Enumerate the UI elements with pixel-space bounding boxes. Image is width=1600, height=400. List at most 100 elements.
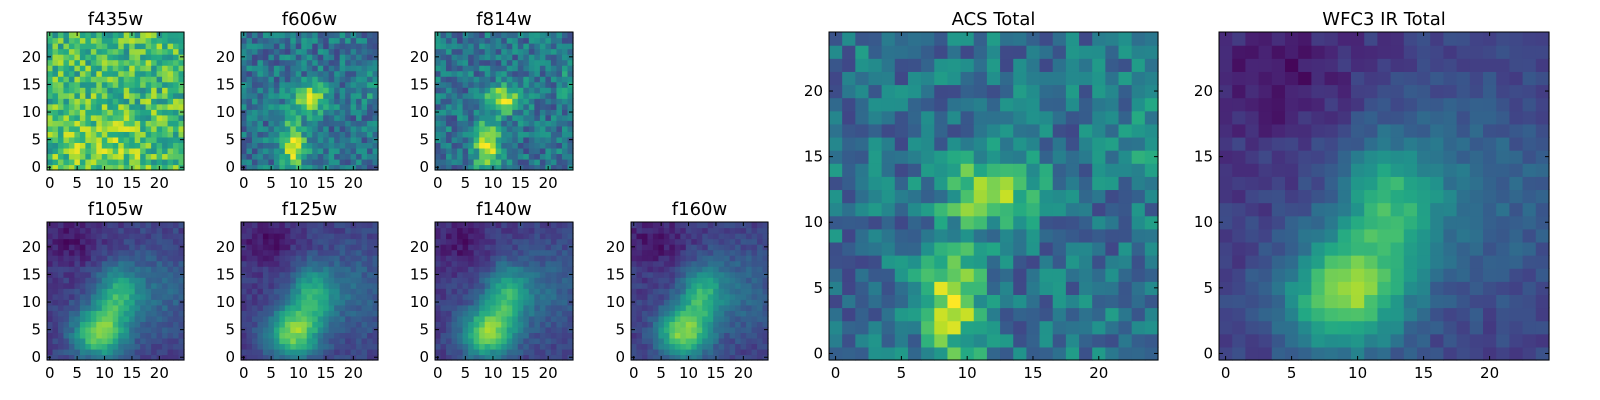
heatmap-cell — [118, 310, 125, 317]
heatmap-cell — [372, 332, 379, 339]
heatmap-cell — [312, 54, 319, 61]
heatmap-cell — [440, 249, 447, 256]
heatmap-cell — [251, 59, 259, 66]
heatmap-cell — [490, 147, 497, 155]
heatmap-cell — [145, 337, 152, 345]
heatmap-cell — [702, 271, 709, 278]
heatmap-cell — [118, 282, 125, 289]
x-tick-label: 20 — [734, 364, 753, 382]
heatmap-cell — [257, 109, 264, 116]
heatmap-cell — [512, 142, 519, 149]
heatmap-cell — [372, 321, 379, 328]
heatmap-cell — [1105, 320, 1120, 335]
heatmap-cell — [680, 271, 687, 278]
heatmap-cell — [479, 131, 486, 138]
heatmap-cell — [367, 244, 374, 251]
heatmap-cell — [457, 98, 464, 105]
heatmap-cell — [52, 299, 59, 306]
heatmap-cell — [550, 332, 558, 339]
heatmap-cell — [295, 59, 302, 66]
heatmap-cell — [57, 114, 65, 121]
heatmap-cell — [484, 326, 491, 333]
heatmap-cell — [57, 222, 65, 229]
heatmap-cell — [68, 260, 75, 267]
heatmap-cell — [685, 227, 692, 234]
heatmap-cell — [295, 255, 302, 262]
heatmap-cell — [691, 255, 698, 262]
heatmap-cell — [484, 337, 491, 345]
heatmap-cell — [446, 153, 453, 160]
heatmap-cell — [85, 54, 92, 61]
heatmap-cell — [47, 70, 54, 77]
heatmap-cell — [257, 158, 264, 166]
heatmap-cell — [301, 158, 308, 166]
heatmap-cell — [251, 158, 259, 166]
heatmap-cell — [484, 354, 491, 361]
heatmap-cell — [973, 215, 988, 230]
heatmap-cell — [468, 255, 475, 262]
heatmap-cell — [257, 238, 264, 245]
heatmap-cell — [140, 48, 147, 55]
heatmap-cell — [567, 59, 574, 66]
heatmap-cell — [273, 37, 280, 44]
axes-frame — [434, 31, 574, 171]
heatmap-cell — [545, 304, 552, 311]
heatmap-cell — [268, 158, 275, 166]
heatmap-cell — [1092, 281, 1106, 295]
heatmap-cell — [1026, 333, 1041, 348]
heatmap-cell — [490, 266, 497, 273]
heatmap-cell — [501, 103, 508, 110]
heatmap-cell — [512, 125, 519, 132]
heatmap-cell — [647, 310, 654, 317]
heatmap-cell — [501, 142, 508, 149]
heatmap-cell — [328, 48, 335, 55]
heatmap-cell — [79, 136, 86, 143]
heatmap-cell — [501, 255, 508, 262]
heatmap-cell — [534, 343, 541, 350]
heatmap-cell — [550, 227, 558, 234]
heatmap-cell — [279, 76, 286, 83]
heatmap-cell — [361, 354, 368, 361]
heatmap-cell — [960, 176, 975, 191]
heatmap-cell — [468, 332, 475, 339]
heatmap-cell — [317, 142, 324, 149]
heatmap-cell — [501, 249, 508, 256]
heatmap-cell — [881, 281, 896, 295]
heatmap-cell — [339, 222, 346, 229]
heatmap-cell — [829, 202, 843, 217]
x-tick-label: 0 — [629, 364, 639, 382]
heatmap-cell — [345, 81, 352, 88]
heatmap-cell — [356, 332, 363, 339]
heatmap-cell — [312, 98, 319, 105]
heatmap-cell — [101, 59, 108, 66]
heatmap-cell — [729, 343, 736, 350]
heatmap-cell — [334, 158, 341, 166]
heatmap-cell — [328, 158, 335, 166]
heatmap-cell — [350, 288, 357, 295]
heatmap-cell — [317, 282, 324, 289]
heatmap-cell — [74, 249, 81, 256]
heatmap-cell — [1026, 346, 1041, 361]
heatmap-cell — [118, 164, 125, 171]
heatmap-cell — [868, 307, 883, 322]
heatmap-cell — [685, 238, 692, 245]
heatmap-cell — [567, 321, 574, 328]
heatmap-cell — [145, 59, 152, 66]
heatmap-cell — [696, 288, 703, 295]
heatmap-cell — [328, 65, 335, 72]
heatmap-cell — [151, 238, 158, 245]
heatmap-cell — [868, 255, 883, 269]
heatmap-cell — [57, 98, 65, 105]
heatmap-cell — [79, 76, 86, 83]
heatmap-cell — [473, 48, 480, 55]
heatmap-cell — [490, 304, 497, 311]
heatmap-cell — [295, 120, 302, 127]
heatmap-cell — [512, 321, 519, 328]
heatmap-cell — [462, 238, 469, 245]
heatmap-cell — [301, 120, 308, 127]
heatmap-cell — [751, 249, 758, 256]
heatmap-cell — [1052, 189, 1067, 204]
heatmap-cell — [52, 343, 59, 350]
heatmap-cell — [517, 81, 524, 88]
heatmap-cell — [451, 147, 458, 155]
